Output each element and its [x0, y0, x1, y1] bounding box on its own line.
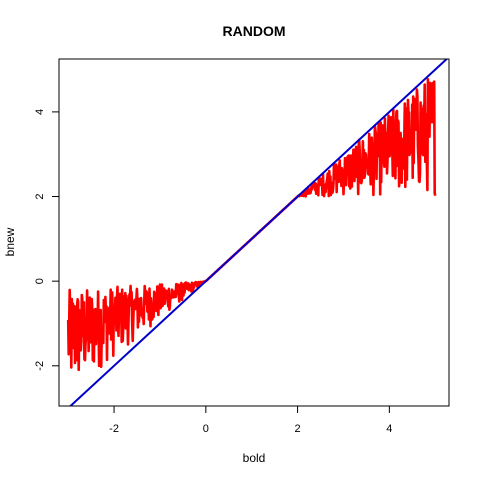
x-axis-label: bold — [243, 451, 266, 465]
x-tick-label: 0 — [203, 423, 209, 435]
x-tick-label: -2 — [109, 423, 119, 435]
axes: -2 0 2 4 -2 0 2 4 — [34, 109, 392, 435]
identity-line — [68, 59, 449, 406]
y-tick-label: 0 — [34, 278, 46, 284]
series-bnew-line — [66, 78, 437, 372]
y-tick-label: 4 — [34, 109, 46, 115]
y-tick-label: 2 — [34, 193, 46, 199]
plot-marks — [66, 59, 449, 406]
y-axis-label: bnew — [3, 227, 17, 256]
y-tick-label: -2 — [34, 361, 46, 371]
chart-title: RANDOM — [223, 23, 286, 39]
x-tick-label: 2 — [295, 423, 301, 435]
x-tick-label: 4 — [386, 423, 392, 435]
